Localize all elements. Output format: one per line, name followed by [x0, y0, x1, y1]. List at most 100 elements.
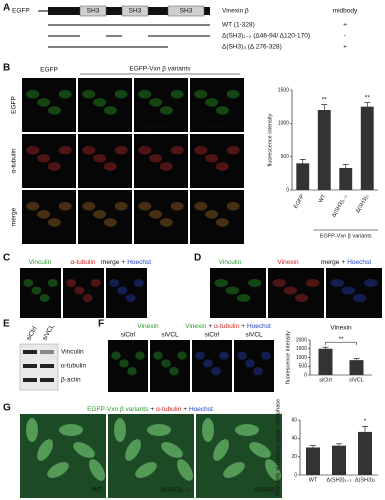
- cell: [37, 439, 53, 461]
- cell: [249, 442, 271, 458]
- cell: [223, 462, 245, 478]
- micrograph: [20, 268, 61, 318]
- column-header: Vinculin: [29, 259, 52, 266]
- cell: [138, 201, 152, 211]
- cell: [159, 106, 173, 115]
- cell: [177, 459, 193, 481]
- significance-bracket: [325, 341, 357, 346]
- cell: [135, 462, 157, 478]
- cell: [253, 367, 263, 376]
- column-label: WT: [92, 487, 102, 494]
- y-tick-label: 20: [291, 454, 297, 460]
- cell: [127, 367, 137, 376]
- column-header: EGFP-Vxn β variants: [129, 66, 191, 73]
- cell: [125, 439, 141, 461]
- x-tick-label: WT: [309, 477, 318, 483]
- y-tick-label: 1000: [296, 355, 307, 361]
- cell: [82, 145, 96, 155]
- y-tick-label: 2000: [296, 337, 307, 343]
- cell: [47, 279, 58, 287]
- micrograph: [108, 340, 148, 392]
- cell: [47, 106, 61, 115]
- lane-label: siCtrl: [25, 325, 39, 342]
- cell: [211, 367, 221, 376]
- cell: [159, 218, 173, 227]
- cell: [194, 145, 208, 155]
- cell: [114, 145, 128, 155]
- micrograph: [210, 268, 266, 318]
- cell: [138, 89, 152, 99]
- band-label: β-actin: [61, 377, 81, 384]
- cell: [103, 218, 117, 227]
- text-part: Vinexin: [137, 323, 159, 330]
- cell: [147, 424, 171, 436]
- text-part: +: [341, 259, 345, 266]
- error-bar: [321, 104, 328, 110]
- text-part: Vinexin: [277, 259, 299, 266]
- cell: [47, 162, 61, 171]
- cell: [93, 209, 107, 219]
- cell: [205, 153, 219, 163]
- cell: [47, 462, 69, 478]
- construct-name: Δ(SH3)₃ (Δ 276-328): [222, 44, 282, 51]
- midbody-result: -: [344, 33, 346, 40]
- cell: [205, 209, 219, 219]
- cell: [66, 279, 77, 287]
- x-tick-label: WT: [318, 193, 328, 204]
- cell: [82, 294, 93, 302]
- x-tick-label: EGFP: [293, 193, 306, 209]
- cell: [245, 359, 255, 368]
- micrograph: [190, 190, 244, 244]
- cell: [203, 359, 213, 368]
- micrograph: [22, 78, 76, 132]
- cell: [73, 442, 95, 458]
- cell: [109, 279, 120, 287]
- cell: [149, 209, 163, 219]
- cell: [23, 279, 34, 287]
- column-header: EGFP: [40, 67, 58, 74]
- cell: [265, 459, 281, 481]
- x-tick-label: Δ(SH3)₁₋₂: [331, 194, 349, 219]
- panel-label: D: [194, 253, 201, 264]
- micrograph: [78, 190, 132, 244]
- cell: [248, 279, 262, 287]
- cell: [341, 286, 356, 295]
- bar: [358, 431, 372, 475]
- cell: [194, 89, 208, 99]
- panel-label: F: [98, 319, 104, 330]
- cell: [103, 162, 117, 171]
- cell: [330, 279, 344, 287]
- micrograph: [190, 134, 244, 188]
- y-tick-label: 0: [304, 372, 307, 378]
- cell: [283, 286, 298, 295]
- cell: [26, 418, 38, 442]
- micrograph: [192, 340, 232, 392]
- text-part: +: [150, 406, 154, 413]
- lane-label: siVCL: [41, 323, 56, 342]
- cell: [37, 153, 51, 163]
- text-part: Hoechst: [247, 323, 271, 330]
- cell: [47, 218, 61, 227]
- cell: [103, 106, 117, 115]
- panel-label: C: [3, 253, 10, 264]
- cell: [352, 294, 367, 302]
- column-header: merge + Hoechst: [101, 259, 151, 266]
- panel-label: E: [3, 319, 10, 330]
- column-header: α-tubulin: [70, 259, 95, 266]
- construct-name: Δ(SH3)₁₋₂ (Δ46-94/ Δ120-170): [222, 33, 310, 40]
- panel-title: Vinexin: [137, 323, 159, 330]
- cell: [59, 424, 83, 436]
- error-bar: [362, 426, 368, 432]
- cell: [195, 351, 205, 360]
- column-label: WT: [100, 124, 110, 131]
- micrograph: [134, 190, 188, 244]
- text-part: EGFP-Vxn β variants: [87, 406, 149, 413]
- significance: **: [322, 96, 328, 103]
- construct-name: WT (1-328): [222, 22, 255, 29]
- text-part: α-tubulin: [70, 259, 95, 266]
- cell: [170, 89, 184, 99]
- y-axis-label: % of cells at midbody stage / interphase: [275, 399, 281, 496]
- cell: [215, 106, 229, 115]
- text-part: +: [183, 406, 187, 413]
